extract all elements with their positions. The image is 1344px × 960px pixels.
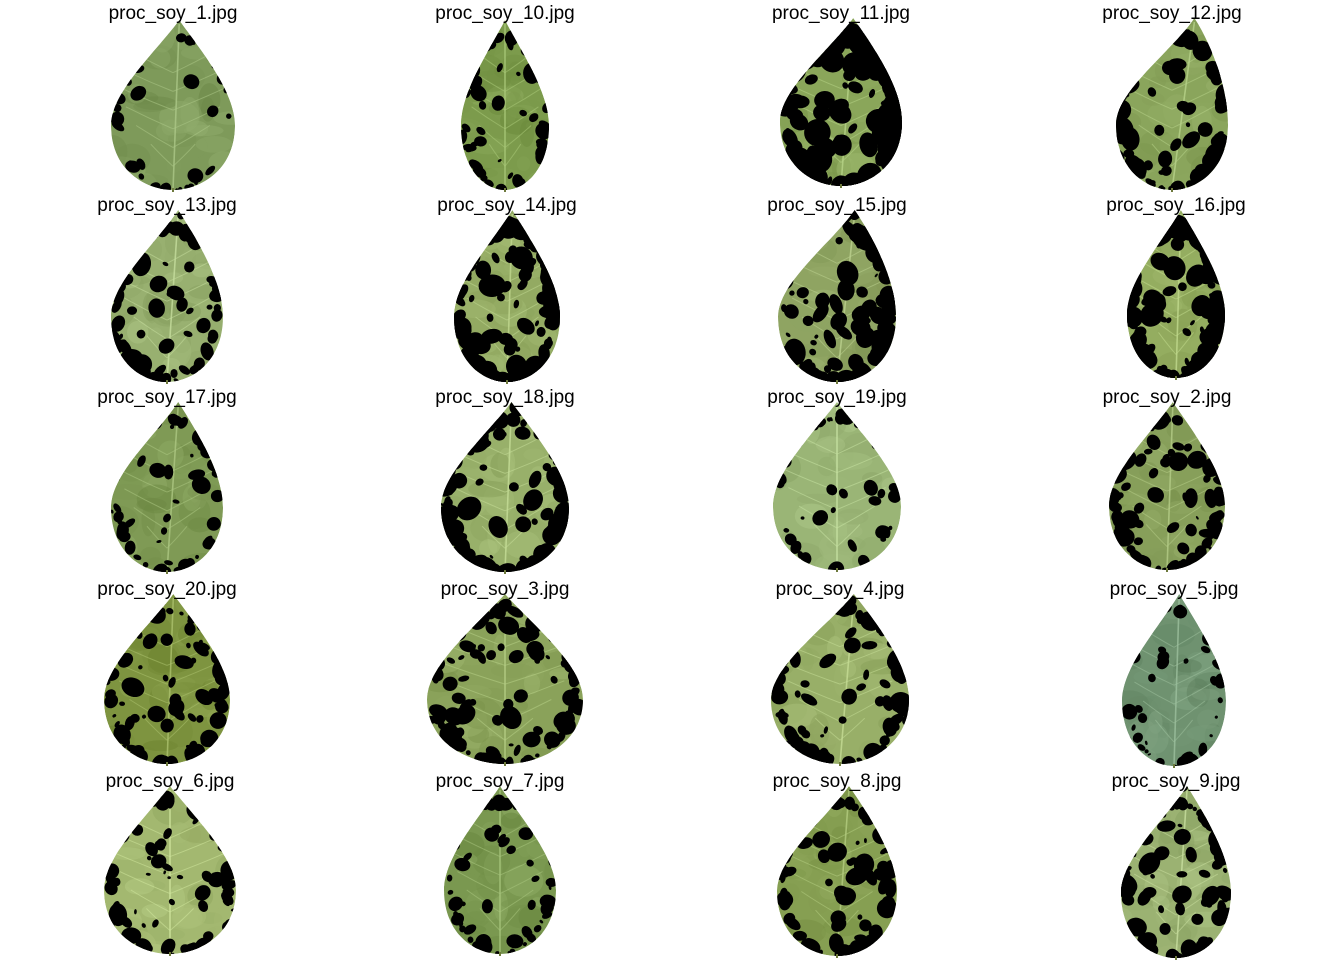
panel-title: proc_soy_16.jpg (1106, 195, 1246, 216)
leaf-image (111, 210, 223, 384)
leaf-image (778, 210, 896, 384)
panel-title: proc_soy_8.jpg (772, 771, 902, 792)
leaf-image (773, 402, 901, 572)
panel-title: proc_soy_9.jpg (1111, 771, 1241, 792)
leaf-panel: proc_soy_7.jpg (336, 768, 672, 960)
leaf-image (104, 594, 230, 766)
leaf-panel: proc_soy_14.jpg (336, 192, 672, 384)
leaf-image (111, 402, 223, 574)
panel-title: proc_soy_14.jpg (437, 195, 577, 216)
leaf-image (1109, 402, 1225, 572)
leaf-image (441, 402, 569, 574)
leaf-image (111, 20, 235, 192)
leaf-image (1127, 210, 1225, 380)
leaf-panel: proc_soy_2.jpg (1008, 384, 1344, 576)
leaf-image (1122, 594, 1226, 768)
leaf-panel: proc_soy_9.jpg (1008, 768, 1344, 960)
leaf-panel: proc_soy_4.jpg (672, 576, 1008, 768)
panel-title: proc_soy_13.jpg (97, 195, 237, 216)
panel-title: proc_soy_19.jpg (767, 387, 907, 408)
leaf-panel: proc_soy_1.jpg (0, 0, 336, 192)
panel-title: proc_soy_12.jpg (1102, 3, 1242, 24)
leaf-image (1121, 786, 1231, 960)
panel-title: proc_soy_7.jpg (435, 771, 565, 792)
leaf-panel: proc_soy_8.jpg (672, 768, 1008, 960)
panel-title: proc_soy_11.jpg (771, 3, 911, 24)
panel-title: proc_soy_5.jpg (1109, 579, 1239, 600)
panel-title: proc_soy_1.jpg (108, 3, 238, 24)
leaf-panel: proc_soy_11.jpg (672, 0, 1008, 192)
leaf-image (444, 786, 556, 956)
panel-title: proc_soy_18.jpg (435, 387, 575, 408)
leaf-panel: proc_soy_15.jpg (672, 192, 1008, 384)
leaf-image (461, 20, 549, 192)
leaf-panel: proc_soy_10.jpg (336, 0, 672, 192)
panel-title: proc_soy_15.jpg (767, 195, 907, 216)
leaf-image (777, 786, 897, 958)
leaf-panel: proc_soy_12.jpg (1008, 0, 1344, 192)
leaf-panel: proc_soy_18.jpg (336, 384, 672, 576)
panel-title: proc_soy_17.jpg (97, 387, 237, 408)
leaf-image (454, 210, 560, 384)
leaf-image (104, 786, 236, 956)
panel-title: proc_soy_20.jpg (97, 579, 237, 600)
leaf-image (771, 594, 909, 766)
panel-title: proc_soy_10.jpg (435, 3, 575, 24)
leaf-panel: proc_soy_19.jpg (672, 384, 1008, 576)
leaf-panel: proc_soy_6.jpg (0, 768, 336, 960)
leaf-panel: proc_soy_16.jpg (1008, 192, 1344, 384)
leaf-panel: proc_soy_3.jpg (336, 576, 672, 768)
panel-title: proc_soy_6.jpg (105, 771, 235, 792)
leaf-image (1116, 18, 1228, 192)
leaf-image (427, 594, 583, 766)
leaf-panel: proc_soy_20.jpg (0, 576, 336, 768)
panel-title: proc_soy_4.jpg (775, 579, 905, 600)
leaf-panel: proc_soy_17.jpg (0, 384, 336, 576)
panel-title: proc_soy_2.jpg (1102, 387, 1232, 408)
leaf-image (780, 18, 902, 188)
leaf-panel: proc_soy_5.jpg (1008, 576, 1344, 768)
leaf-panel: proc_soy_13.jpg (0, 192, 336, 384)
panel-title: proc_soy_3.jpg (440, 579, 570, 600)
